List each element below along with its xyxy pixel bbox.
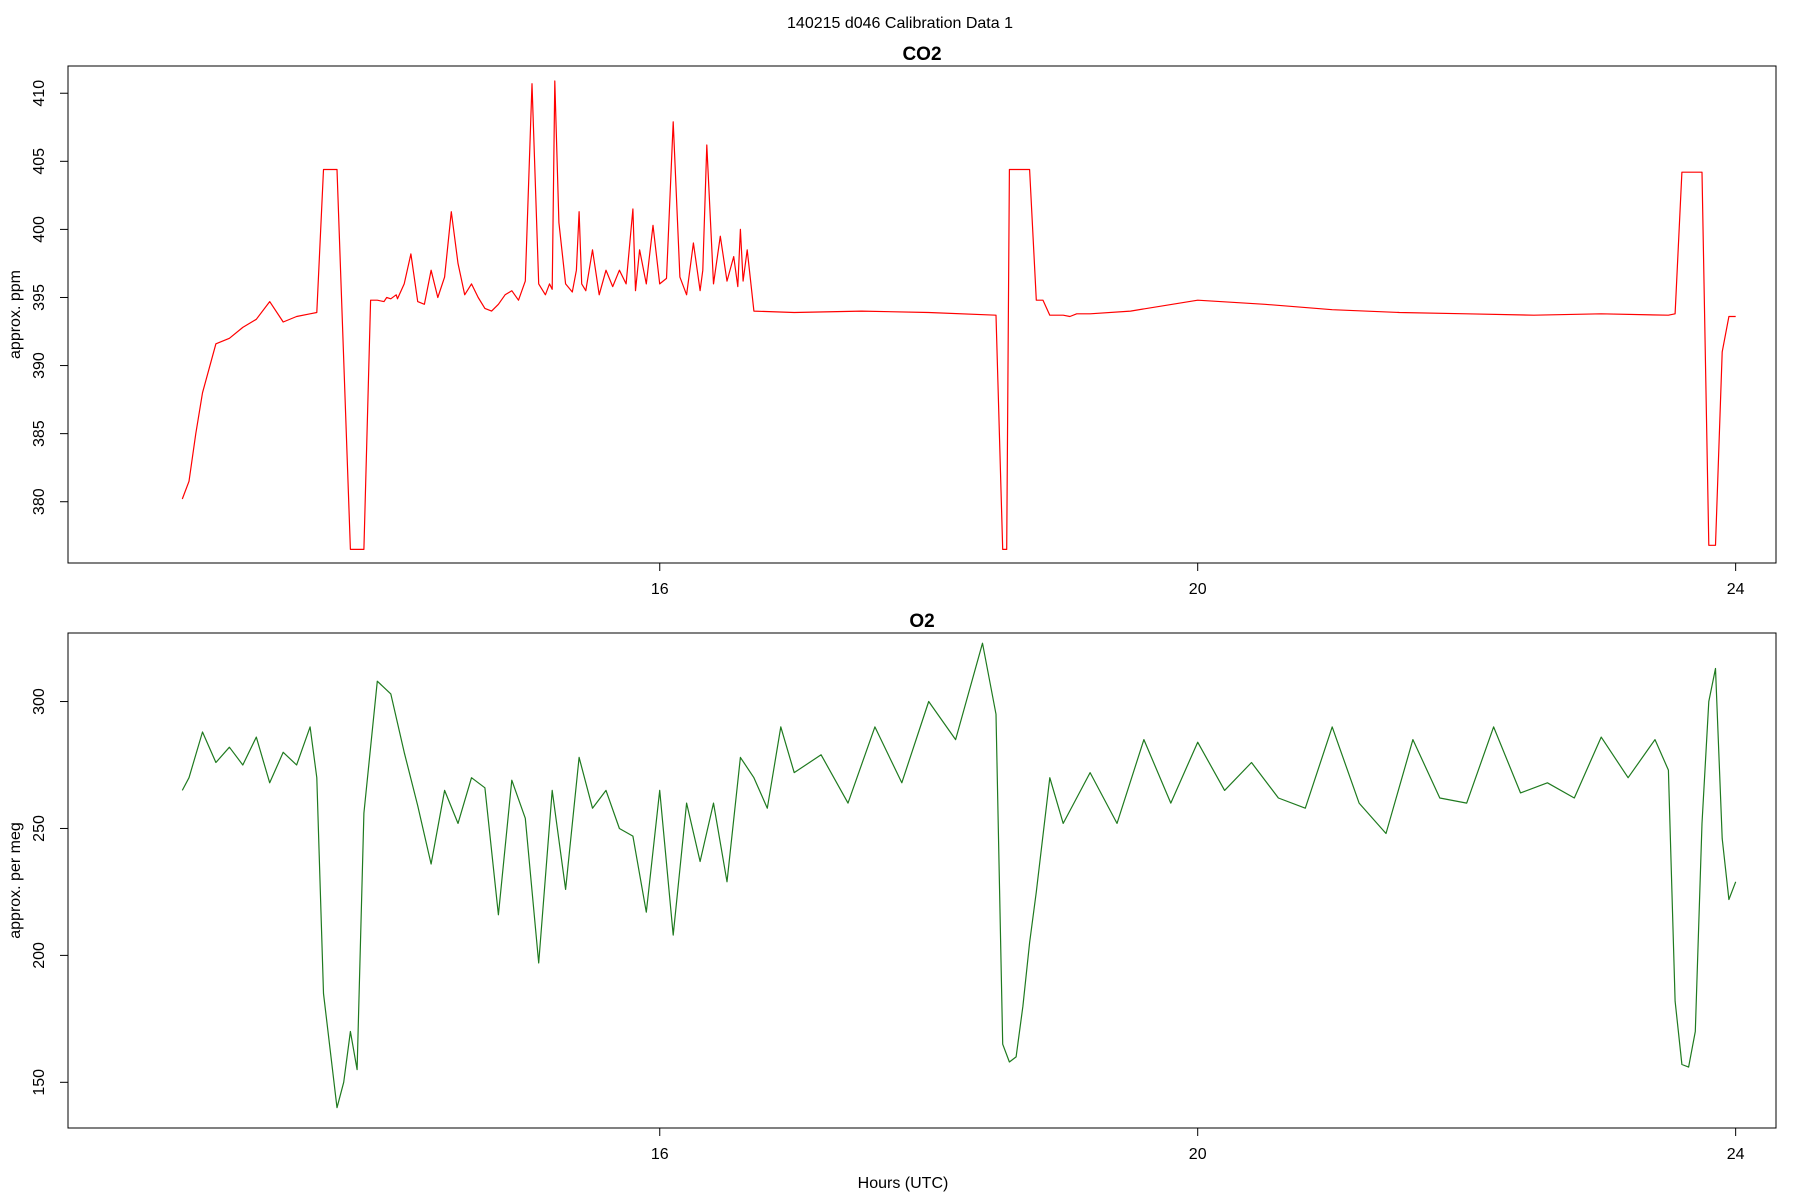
x-tick-label: 20 [1189,581,1207,598]
y-tick-label: 390 [31,352,48,379]
panel-title: O2 [909,611,934,632]
y-tick-label: 410 [31,80,48,107]
y-tick-label: 385 [31,420,48,447]
y-tick-label: 380 [31,488,48,515]
x-tick-label: 24 [1727,1146,1745,1163]
y-tick-label: 150 [31,1069,48,1096]
y-tick-label: 400 [31,216,48,243]
series-line [181,642,1737,1109]
y-tick-label: 395 [31,284,48,311]
y-tick-label: 405 [31,148,48,175]
y-tick-label: 200 [31,942,48,969]
plot-frame [67,65,1777,564]
plot-frame [67,632,1777,1129]
x-tick-label: 24 [1727,581,1745,598]
x-tick-label: 16 [651,1146,669,1163]
x-tick-label: 20 [1189,1146,1207,1163]
o2-panel: O2 16 20 24 150 200 250 300 approx. per meg [7,611,1777,1163]
series-line [181,80,1736,551]
panel-title: CO2 [902,44,941,65]
y-tick-label: 250 [31,815,48,842]
x-tick-label: 16 [651,581,669,598]
y-axis-title: approx. ppm [7,270,24,359]
x-axis-title: Hours (UTC) [858,1175,949,1192]
co2-panel: CO2 16 20 24 380 385 390 395 400 405 410 approx. pp… [7,44,1777,598]
figure-title: 140215 d046 Calibration Data 1 [787,15,1013,32]
y-axis-title: approx. per meg [7,822,24,939]
y-tick-label: 300 [31,688,48,715]
